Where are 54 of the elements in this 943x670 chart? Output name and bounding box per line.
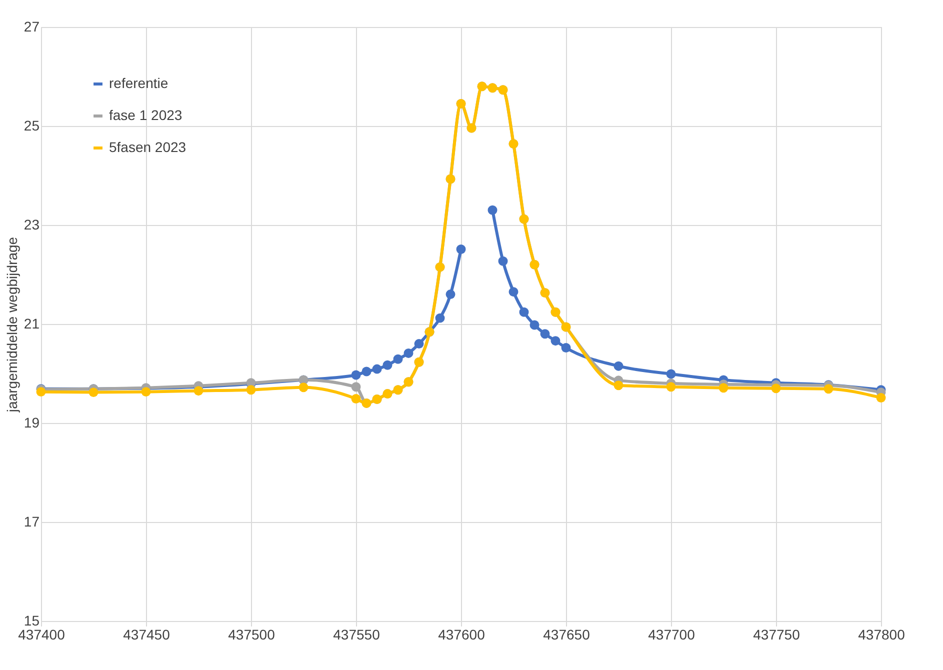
- legend-label: referentie: [109, 75, 168, 91]
- x-tick-label: 437750: [753, 626, 800, 642]
- point: [446, 290, 456, 300]
- point: [666, 382, 676, 392]
- x-tick-label: 437500: [228, 626, 276, 642]
- point: [550, 336, 560, 346]
- point: [298, 382, 308, 392]
- point: [351, 370, 361, 380]
- x-tick-label: 437800: [858, 626, 906, 642]
- point: [530, 320, 540, 330]
- point: [88, 388, 98, 398]
- point: [404, 348, 414, 358]
- y-axis-title: jaargemiddelde wegbijdrage: [4, 236, 20, 414]
- point: [771, 384, 781, 394]
- y-tick-label: 15: [24, 612, 40, 628]
- x-tick-label: 437400: [18, 626, 66, 642]
- point: [824, 384, 834, 394]
- point: [382, 360, 392, 370]
- legend-label: fase 1 2023: [109, 107, 182, 123]
- y-tick-label: 21: [24, 316, 40, 332]
- y-tick-label: 27: [24, 18, 40, 34]
- point: [414, 339, 424, 349]
- point: [540, 329, 550, 339]
- point: [718, 383, 728, 393]
- point: [456, 244, 466, 254]
- y-tick-label: 25: [24, 118, 40, 134]
- y-tick-label: 19: [24, 414, 40, 430]
- x-tick-label: 437550: [333, 626, 380, 642]
- point: [194, 386, 204, 396]
- point: [561, 343, 571, 352]
- point: [351, 394, 361, 404]
- point: [666, 369, 676, 379]
- y-tick-label: 23: [24, 216, 40, 232]
- point: [246, 385, 256, 395]
- x-tick-label: 437650: [543, 626, 590, 642]
- x-tick-label: 437600: [438, 626, 486, 642]
- point: [362, 366, 372, 376]
- y-tick-label: 17: [24, 514, 40, 530]
- point: [141, 387, 151, 397]
- point: [393, 354, 403, 364]
- x-tick-label: 437700: [648, 626, 696, 642]
- point: [36, 387, 46, 397]
- point: [614, 361, 624, 371]
- point: [488, 205, 498, 215]
- point: [508, 287, 518, 297]
- point: [519, 307, 529, 317]
- x-tick-label: 437450: [123, 626, 170, 642]
- point: [876, 393, 886, 402]
- point: [614, 380, 624, 390]
- point: [372, 364, 382, 374]
- legend-label: 5fasen 2023: [109, 139, 186, 155]
- point: [435, 313, 445, 323]
- point: [498, 256, 508, 266]
- point: [351, 382, 361, 392]
